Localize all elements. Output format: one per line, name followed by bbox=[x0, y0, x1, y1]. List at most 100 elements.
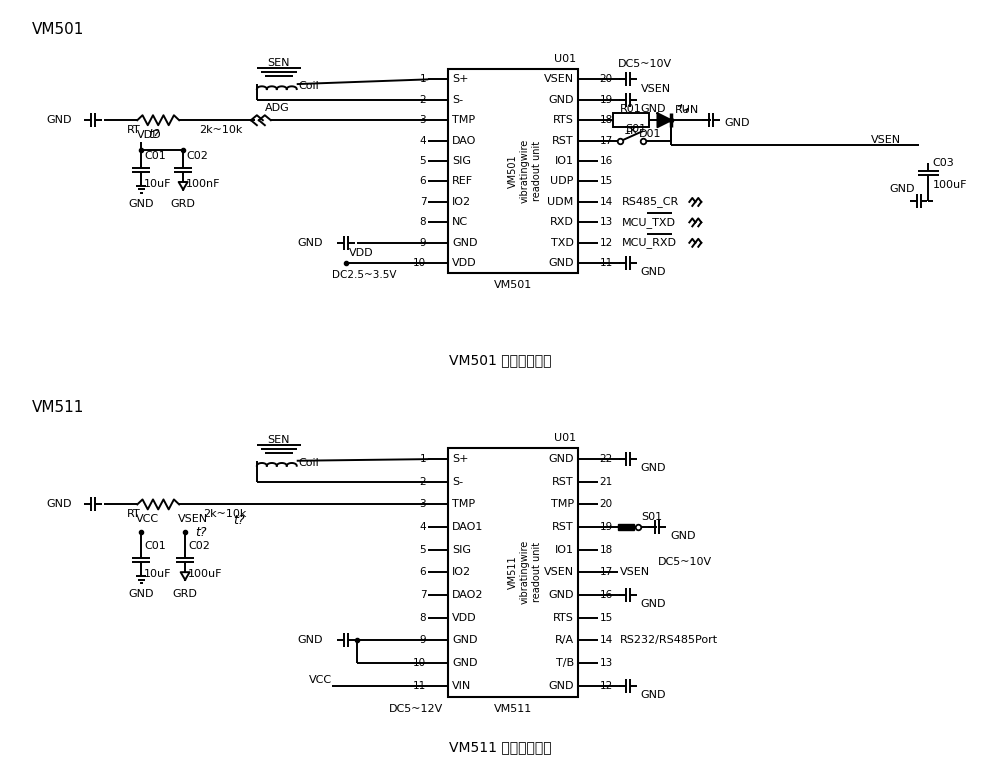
Text: VDD: VDD bbox=[452, 258, 477, 269]
Text: 10: 10 bbox=[413, 258, 426, 269]
Text: 17: 17 bbox=[600, 568, 613, 577]
Text: VSEN: VSEN bbox=[178, 514, 208, 525]
Text: VSEN: VSEN bbox=[544, 568, 574, 577]
Text: RS485_CR: RS485_CR bbox=[622, 197, 679, 207]
Text: SEN: SEN bbox=[268, 58, 290, 68]
Text: 13: 13 bbox=[600, 218, 613, 227]
Text: 4: 4 bbox=[420, 522, 426, 532]
Text: TMP: TMP bbox=[452, 115, 475, 125]
Text: GND: GND bbox=[297, 635, 323, 645]
Text: 21: 21 bbox=[600, 477, 613, 487]
Text: GND: GND bbox=[46, 500, 72, 510]
Text: IO2: IO2 bbox=[452, 197, 471, 207]
Text: TXD: TXD bbox=[551, 238, 574, 247]
Text: REF: REF bbox=[452, 176, 473, 186]
Text: 12: 12 bbox=[600, 238, 613, 247]
Text: 1: 1 bbox=[420, 74, 426, 85]
Text: 3: 3 bbox=[420, 115, 426, 125]
Text: T/B: T/B bbox=[556, 658, 574, 668]
Text: 2: 2 bbox=[420, 477, 426, 487]
Text: RUN: RUN bbox=[674, 105, 699, 115]
Text: 18: 18 bbox=[600, 545, 613, 554]
Text: VCC: VCC bbox=[308, 675, 332, 684]
Text: 12: 12 bbox=[600, 680, 613, 691]
Text: 1K: 1K bbox=[624, 126, 638, 136]
Text: RST: RST bbox=[552, 135, 574, 146]
Text: 22: 22 bbox=[600, 454, 613, 464]
Text: DC5~10V: DC5~10V bbox=[657, 557, 712, 568]
Text: R01: R01 bbox=[620, 104, 642, 114]
Text: TMP: TMP bbox=[551, 500, 574, 510]
Text: Coil: Coil bbox=[299, 458, 319, 467]
Text: U01: U01 bbox=[554, 433, 576, 443]
Text: IO1: IO1 bbox=[555, 156, 574, 166]
Text: 6: 6 bbox=[420, 176, 426, 186]
Text: 14: 14 bbox=[600, 635, 613, 645]
Bar bbox=[618, 524, 634, 530]
Text: 5: 5 bbox=[420, 545, 426, 554]
Polygon shape bbox=[179, 182, 188, 189]
Text: 10: 10 bbox=[413, 658, 426, 668]
Text: GND: GND bbox=[548, 258, 574, 269]
Text: IO2: IO2 bbox=[452, 568, 471, 577]
Text: 2k~10k: 2k~10k bbox=[203, 510, 246, 519]
Text: 17: 17 bbox=[600, 135, 613, 146]
Text: VSEN: VSEN bbox=[544, 74, 574, 85]
Text: RXD: RXD bbox=[550, 218, 574, 227]
Text: S-: S- bbox=[452, 95, 463, 105]
Text: VDD: VDD bbox=[452, 612, 477, 622]
Text: VDD: VDD bbox=[349, 248, 373, 258]
Text: GND: GND bbox=[452, 635, 478, 645]
Text: VIN: VIN bbox=[452, 680, 471, 691]
Text: 19: 19 bbox=[600, 95, 613, 105]
Text: UDM: UDM bbox=[547, 197, 574, 207]
Text: UDP: UDP bbox=[550, 176, 574, 186]
Text: SIG: SIG bbox=[452, 545, 471, 554]
Text: 11: 11 bbox=[413, 680, 426, 691]
Text: VM501: VM501 bbox=[32, 22, 84, 37]
Text: 19: 19 bbox=[600, 522, 613, 532]
Text: ADG: ADG bbox=[265, 103, 290, 114]
Text: VSEN: VSEN bbox=[620, 568, 650, 577]
Text: GND: GND bbox=[548, 95, 574, 105]
Text: GND: GND bbox=[129, 199, 154, 209]
Text: RTS: RTS bbox=[553, 612, 574, 622]
Text: DC5~10V: DC5~10V bbox=[618, 60, 672, 69]
Text: 3: 3 bbox=[420, 500, 426, 510]
Text: 10uF: 10uF bbox=[144, 569, 172, 579]
Text: DAO: DAO bbox=[452, 135, 477, 146]
Text: 16: 16 bbox=[600, 156, 613, 166]
Text: GND: GND bbox=[452, 238, 478, 247]
Text: MCU_TXD: MCU_TXD bbox=[622, 217, 676, 228]
Polygon shape bbox=[181, 572, 190, 579]
Text: DC2.5~3.5V: DC2.5~3.5V bbox=[332, 270, 396, 280]
Text: S-: S- bbox=[452, 477, 463, 487]
Text: GND: GND bbox=[640, 463, 666, 473]
Text: DAO2: DAO2 bbox=[452, 590, 484, 600]
Text: GND: GND bbox=[452, 658, 478, 668]
Text: DAO1: DAO1 bbox=[452, 522, 484, 532]
Text: RS232/RS485Port: RS232/RS485Port bbox=[620, 635, 718, 645]
Text: GND: GND bbox=[129, 589, 154, 599]
Text: GND: GND bbox=[670, 531, 696, 541]
Text: VDD: VDD bbox=[137, 130, 162, 140]
Text: GRD: GRD bbox=[173, 589, 198, 599]
Text: IO1: IO1 bbox=[555, 545, 574, 554]
Text: GND: GND bbox=[297, 238, 323, 247]
Text: 16: 16 bbox=[600, 590, 613, 600]
Text: SIG: SIG bbox=[452, 156, 471, 166]
Text: 20: 20 bbox=[600, 500, 613, 510]
Text: RST: RST bbox=[552, 477, 574, 487]
Text: GND: GND bbox=[548, 454, 574, 464]
Text: RT: RT bbox=[127, 510, 141, 519]
Text: GND: GND bbox=[548, 680, 574, 691]
Text: 14: 14 bbox=[600, 197, 613, 207]
Text: t?: t? bbox=[233, 514, 244, 527]
Text: RT: RT bbox=[127, 125, 141, 135]
Text: 5: 5 bbox=[420, 156, 426, 166]
Text: 100nF: 100nF bbox=[186, 179, 221, 189]
Text: VSEN: VSEN bbox=[870, 135, 901, 145]
Text: U01: U01 bbox=[554, 54, 576, 64]
Polygon shape bbox=[657, 114, 671, 127]
Text: 2k~10k: 2k~10k bbox=[199, 125, 242, 135]
